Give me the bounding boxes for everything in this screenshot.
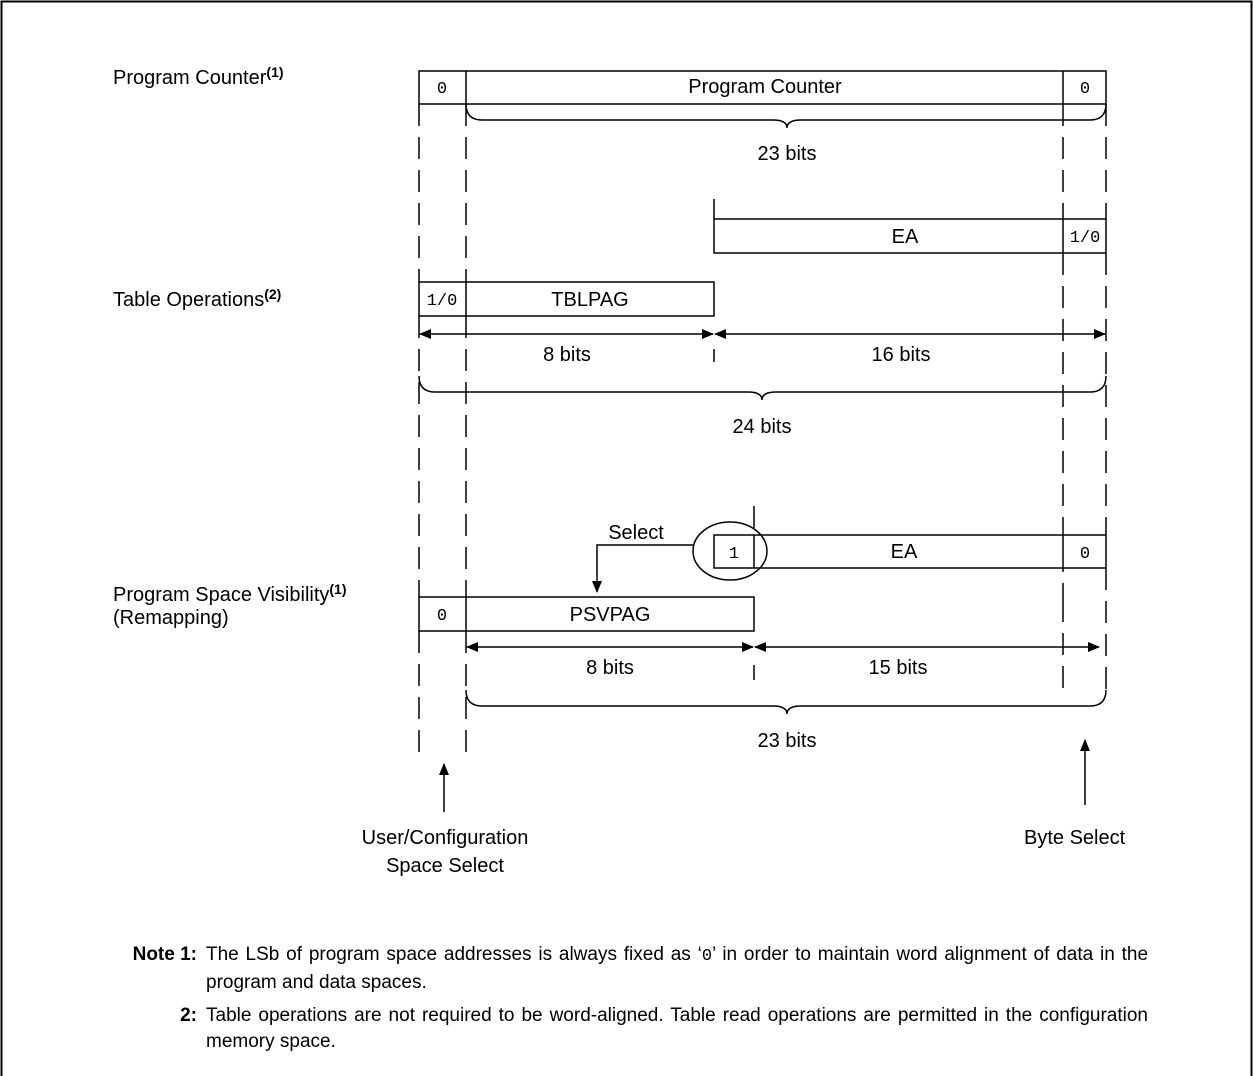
psv-total-width: 23 bits [758,730,817,752]
psvpag-label: PSVPAG [570,604,651,626]
select-arrow [592,544,693,593]
tblpag-box [418,281,715,317]
pc-brace [465,103,1107,129]
psv-left-width: 8 bits [586,657,634,679]
tblpag-label: TBLPAG [551,289,628,311]
pc-field-label: Program Counter [688,76,842,98]
note-2-key: 2: [180,1005,197,1026]
note-1-text: The LSb of program space addresses is al… [206,944,1149,993]
ea-table-box [713,218,1107,254]
tbl-brace [418,375,1107,401]
dashed-guides [418,104,1107,760]
pc-lsb-right: 0 [1080,80,1090,99]
tbl-total-width: 24 bits [733,416,792,438]
psvpag-box [418,596,755,632]
psv-ea-msb: 1 [729,545,739,564]
psv-brace [465,689,1107,715]
row-label-program-counter: Program Counter(1) [113,64,284,89]
ea-table-label: EA [892,226,919,248]
note-2-text: Table operations are not required to be … [206,1005,1148,1052]
pc-register-box [418,70,1107,105]
psv-msb-label: 0 [437,607,447,626]
psv-ea-label: EA [891,541,918,563]
select-bit-circle [692,521,768,581]
row-sublabel-remapping: (Remapping) [113,607,229,629]
user-config-label: User/Configuration Space Select [361,827,529,877]
byte-select-label: Byte Select [1024,827,1126,849]
psv-ea-box [713,534,1107,569]
tbl-right-width: 16 bits [872,344,931,366]
row-label-psv: Program Space Visibility(1) [113,581,347,606]
tbl-msb-label: 1/0 [427,292,458,311]
pc-lsb-left: 0 [437,80,447,99]
select-label: Select [608,522,664,544]
psv-ea-lsb: 0 [1080,545,1090,564]
pc-width-label: 23 bits [758,143,817,165]
row-label-table-operations: Table Operations(2) [113,286,282,311]
note-1-key: Note 1: [132,944,197,965]
psv-right-width: 15 bits [869,657,928,679]
ea-table-lsb: 1/0 [1070,229,1101,248]
tbl-left-width: 8 bits [543,344,591,366]
